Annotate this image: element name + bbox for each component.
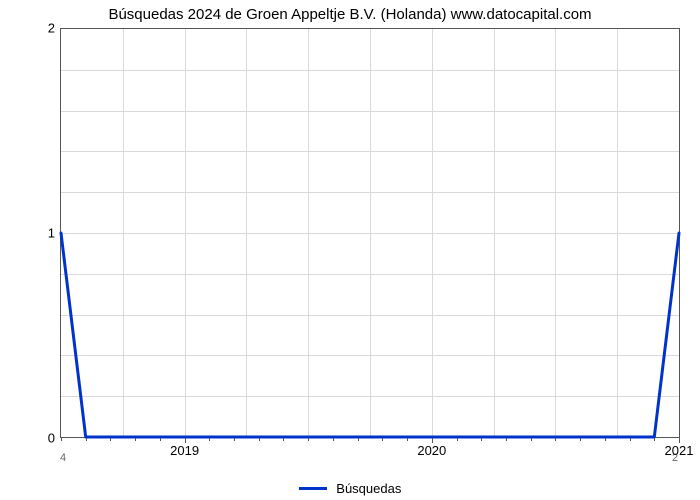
chart-container: Búsquedas 2024 de Groen Appeltje B.V. (H…	[0, 0, 700, 500]
x-tick-label: 2019	[170, 443, 199, 458]
chart-title: Búsquedas 2024 de Groen Appeltje B.V. (H…	[0, 6, 700, 23]
legend-label: Búsquedas	[336, 481, 401, 496]
corner-left-value: 4	[60, 452, 66, 464]
y-tick-label: 0	[15, 431, 55, 446]
y-tick-label: 1	[15, 226, 55, 241]
plot-area	[60, 28, 680, 438]
legend: Búsquedas	[0, 480, 700, 496]
x-tick-label: 2020	[417, 443, 446, 458]
x-tick-label: 2021	[665, 443, 694, 458]
legend-swatch	[299, 487, 327, 490]
data-line	[61, 29, 679, 437]
y-tick-label: 2	[15, 21, 55, 36]
